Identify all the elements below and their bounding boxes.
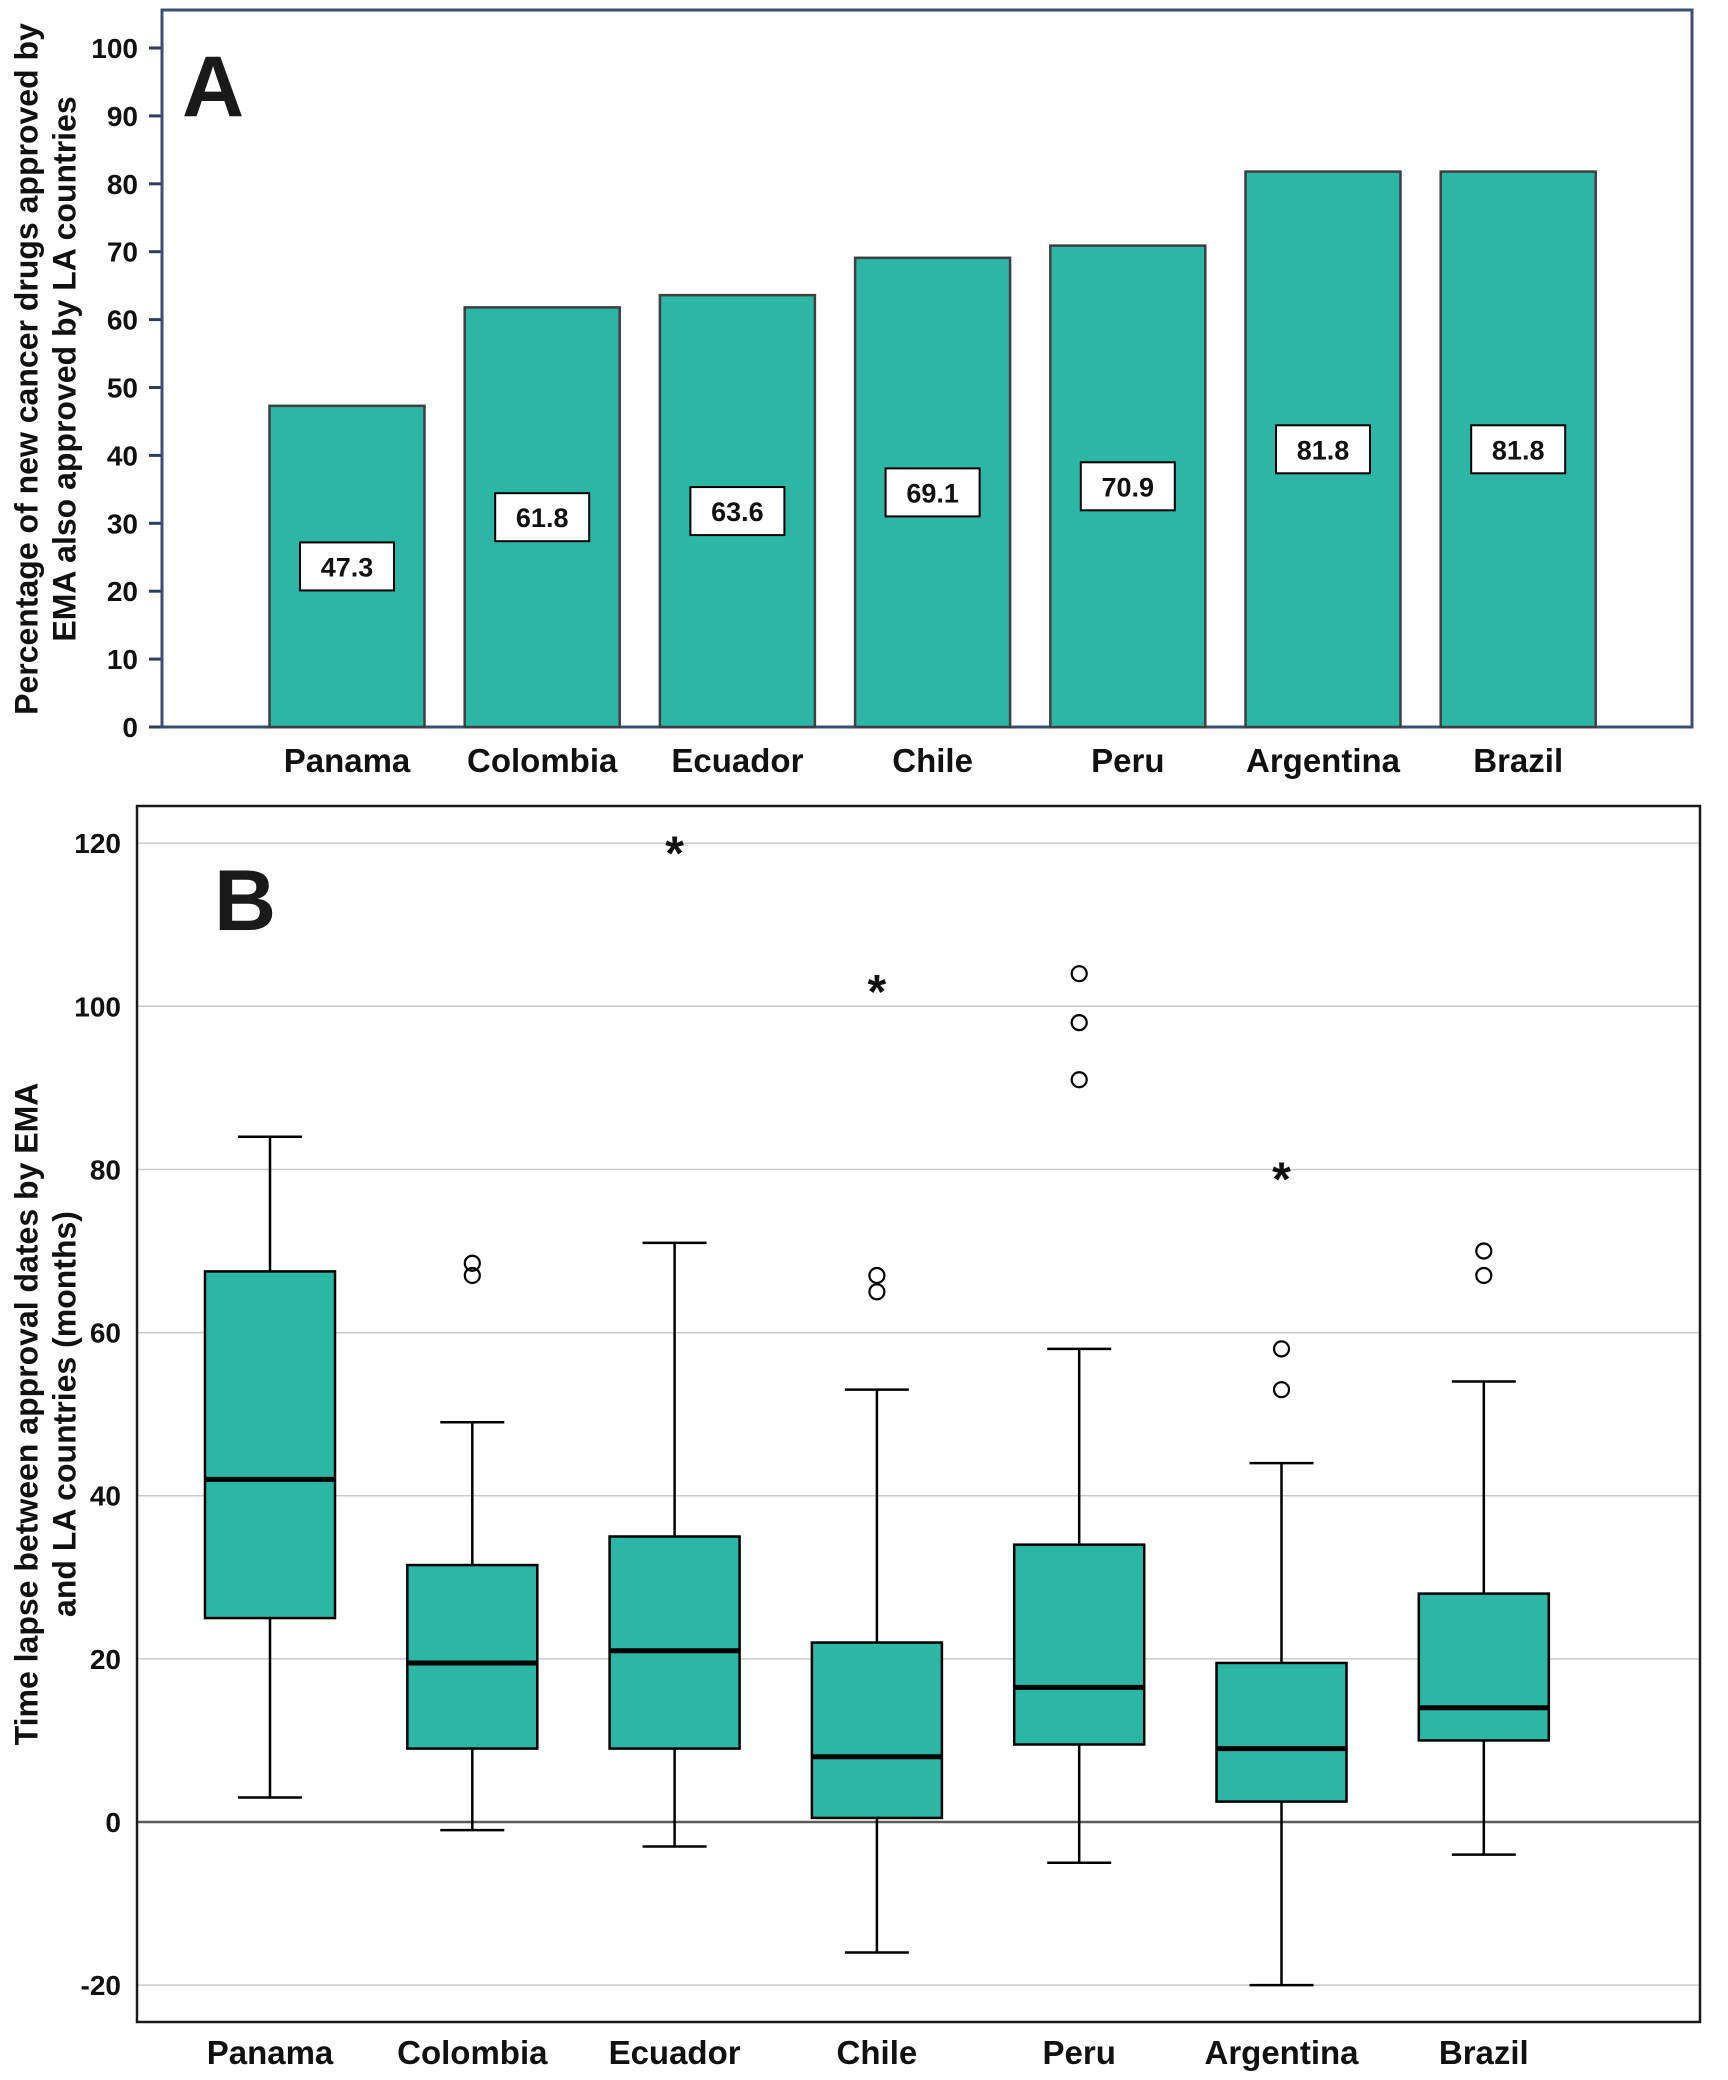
x-category-label-argentina: Argentina (1246, 742, 1401, 779)
y-tick-label: 70 (107, 237, 138, 268)
outlier-circle-chile (868, 1266, 886, 1285)
value-box-brazil (1470, 424, 1567, 475)
value-box-peru (1079, 461, 1176, 512)
box-argentina (1215, 1661, 1348, 1803)
value-label-peru: 70.9 (1102, 472, 1155, 502)
box-colombia (406, 1563, 539, 1750)
box-panama (203, 1270, 337, 1620)
y-tick-label: -20 (81, 1970, 121, 2001)
outlier-circle-brazil (1475, 1266, 1493, 1285)
outlier-circle-colombia (463, 1254, 481, 1272)
x-category-label-panama: Panama (284, 742, 411, 779)
y-tick-label: 120 (74, 828, 121, 859)
outlier-circle-argentina (1272, 1381, 1291, 1399)
outlier-circle-peru (1070, 1014, 1088, 1032)
panel-b-box-plot: -20 0 20 40 60 80 100 120 Panama Colombia * Ecuador… (74, 804, 1702, 2071)
box-peru (1012, 1543, 1146, 1746)
extreme-asterisk-chile: * (868, 966, 887, 1019)
outlier-circle-colombia (463, 1266, 481, 1285)
x-category-label-argentina: Argentina (1204, 2034, 1359, 2071)
y-tick-label: 0 (105, 1807, 121, 1838)
value-label-chile: 69.1 (906, 478, 959, 508)
panel-a-y-axis-title-line1: Percentage of new cancer drugs approved … (8, 23, 45, 715)
outlier-circle-argentina (1272, 1340, 1291, 1358)
extreme-asterisk-argentina: * (1272, 1154, 1291, 1207)
y-tick-label: 80 (107, 169, 138, 200)
x-category-label-panama: Panama (207, 2034, 334, 2071)
x-category-label-brazil: Brazil (1439, 2034, 1529, 2071)
value-box-argentina (1275, 424, 1371, 475)
y-tick-label: 100 (74, 991, 121, 1022)
extreme-asterisk-ecuador: * (665, 827, 684, 880)
x-category-label-ecuador: Ecuador (609, 2034, 741, 2071)
x-category-label-colombia: Colombia (397, 2034, 548, 2071)
y-tick-label: 40 (107, 440, 138, 471)
x-category-label-brazil: Brazil (1473, 742, 1563, 779)
bar-brazil (1439, 170, 1597, 729)
value-box-colombia (494, 492, 591, 543)
value-box-panama (299, 541, 395, 592)
x-category-label-colombia: Colombia (467, 742, 618, 779)
y-tick-label: 30 (107, 508, 138, 539)
box-chile (810, 1641, 944, 1820)
y-tick-label: 0 (122, 712, 138, 743)
y-tick-label: 60 (90, 1318, 121, 1349)
y-tick-label: 40 (90, 1481, 121, 1512)
panel-b-letter: B (214, 853, 277, 949)
value-label-panama: 47.3 (321, 552, 374, 582)
panel-b-frame (135, 804, 1702, 2024)
panel-b-y-axis-title-line1: Time lapse between approval dates by EMA (8, 1082, 45, 1746)
panel-a-y-axis-title: Percentage of new cancer drugs approved … (8, 23, 85, 715)
box-ecuador (608, 1535, 741, 1750)
value-label-colombia: 61.8 (516, 503, 569, 533)
value-label-argentina: 81.8 (1297, 435, 1350, 465)
panel-b-y-axis-title: Time lapse between approval dates by EMA… (8, 1083, 85, 1746)
outlier-circle-peru (1070, 1071, 1088, 1089)
panel-a-letter: A (182, 39, 245, 135)
panel-a-y-axis-title-line2: EMA also approved by LA countries (47, 96, 83, 642)
value-label-ecuador: 63.6 (711, 497, 764, 527)
y-tick-label: 50 (107, 373, 138, 404)
box-brazil (1417, 1592, 1551, 1742)
x-category-label-peru: Peru (1043, 2034, 1116, 2071)
y-tick-label: 20 (107, 576, 138, 607)
y-tick-label: 80 (90, 1154, 121, 1185)
x-category-label-chile: Chile (892, 742, 973, 779)
x-category-label-peru: Peru (1091, 742, 1164, 779)
y-tick-label: 20 (90, 1644, 121, 1675)
value-label-brazil: 81.8 (1492, 435, 1545, 465)
outlier-circle-peru (1070, 965, 1088, 983)
panel-b-y-axis-title-line2: and LA countries (months) (47, 1211, 83, 1617)
y-tick-label: 100 (91, 33, 138, 64)
y-tick-label: 60 (107, 305, 138, 336)
y-tick-label: 10 (107, 644, 138, 675)
y-tick-label: 90 (107, 101, 138, 132)
outlier-circle-brazil (1475, 1242, 1493, 1260)
value-box-ecuador (689, 486, 786, 537)
outlier-circle-chile (868, 1283, 886, 1301)
value-box-chile (884, 467, 981, 518)
x-category-label-ecuador: Ecuador (671, 742, 803, 779)
x-category-label-chile: Chile (837, 2034, 918, 2071)
panel-a-bar-chart: 0 10 20 30 40 50 60 70 80 90 100 47.3 Panama 61.8 Colo… (91, 8, 1694, 779)
